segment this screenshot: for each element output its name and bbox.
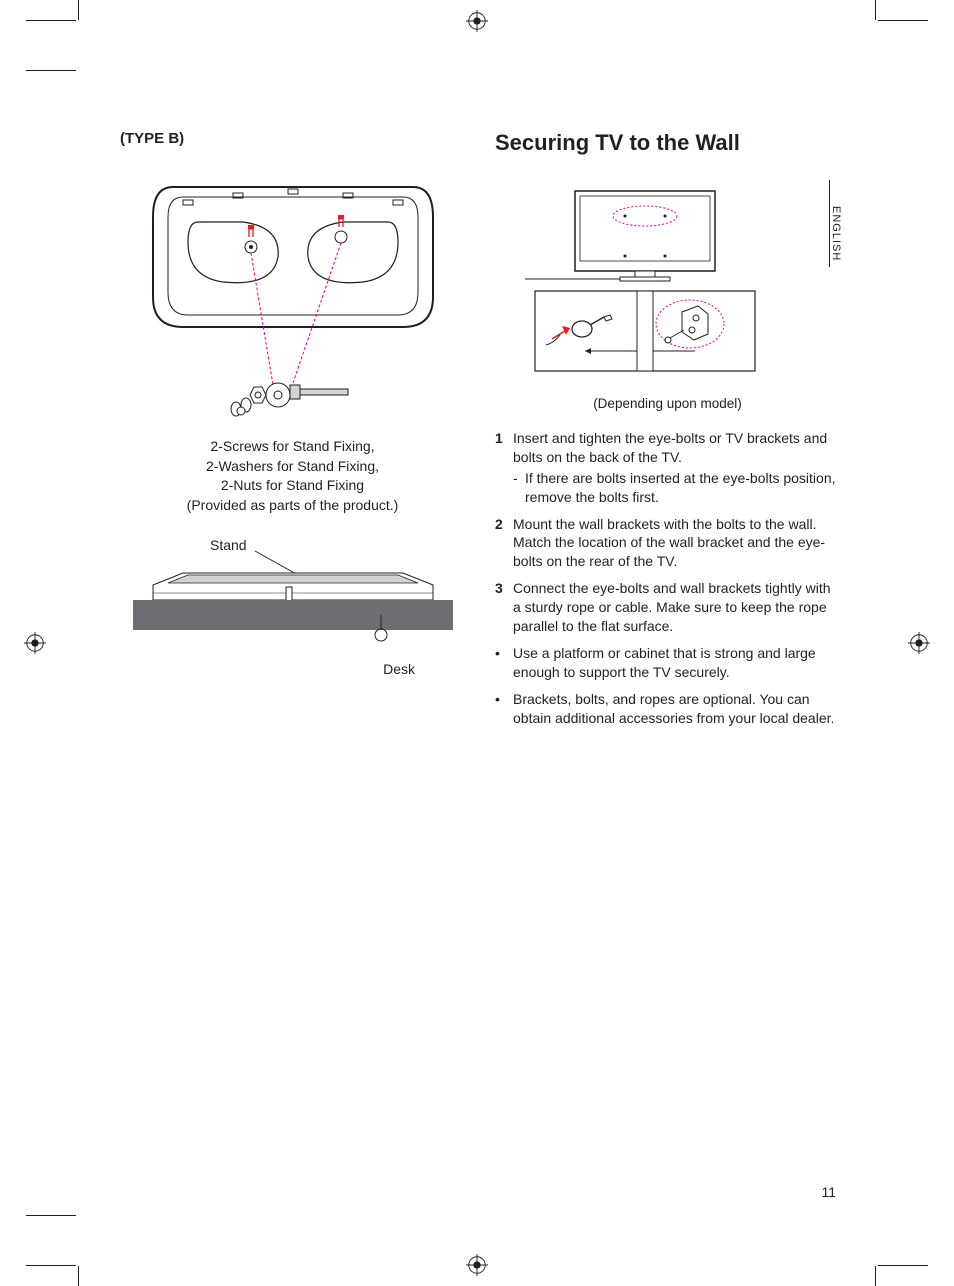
registration-mark-icon xyxy=(24,632,46,654)
type-b-label: (TYPE B) xyxy=(120,130,465,147)
step-number: 3 xyxy=(495,579,513,636)
caption-line: 2-Washers for Stand Fixing, xyxy=(120,457,465,477)
bullet-icon: • xyxy=(495,644,513,682)
step-number: 2 xyxy=(495,515,513,572)
bullet-text: Brackets, bolts, and ropes are optional.… xyxy=(513,690,840,728)
tv-back-panel-figure xyxy=(143,167,443,427)
step-text: Connect the eye-bolts and wall brackets … xyxy=(513,579,840,636)
desk-label: Desk xyxy=(383,661,415,677)
registration-mark-icon xyxy=(908,632,930,654)
caption-line: 2-Nuts for Stand Fixing xyxy=(120,476,465,496)
page-number: 11 xyxy=(821,1184,836,1200)
depending-caption: (Depending upon model) xyxy=(495,396,840,411)
step-number: 1 xyxy=(495,429,513,507)
parts-caption: 2-Screws for Stand Fixing, 2-Washers for… xyxy=(120,437,465,515)
bullet-icon: • xyxy=(495,690,513,728)
stand-on-desk-figure xyxy=(133,545,453,655)
stand-label: Stand xyxy=(210,537,247,553)
section-heading: Securing TV to the Wall xyxy=(495,130,840,156)
sub-text: If there are bolts inserted at the eye-b… xyxy=(525,469,840,507)
wall-securing-figure xyxy=(525,186,765,386)
sub-dash: - xyxy=(513,469,525,507)
registration-mark-icon xyxy=(466,1254,488,1276)
caption-line: 2-Screws for Stand Fixing, xyxy=(120,437,465,457)
caption-line: (Provided as parts of the product.) xyxy=(120,496,465,516)
step-text: Insert and tighten the eye-bolts or TV b… xyxy=(513,430,827,465)
step-text: Mount the wall brackets with the bolts t… xyxy=(513,515,840,572)
registration-mark-icon xyxy=(466,10,488,32)
bullet-text: Use a platform or cabinet that is strong… xyxy=(513,644,840,682)
instruction-steps: 1 Insert and tighten the eye-bolts or TV… xyxy=(495,429,840,727)
